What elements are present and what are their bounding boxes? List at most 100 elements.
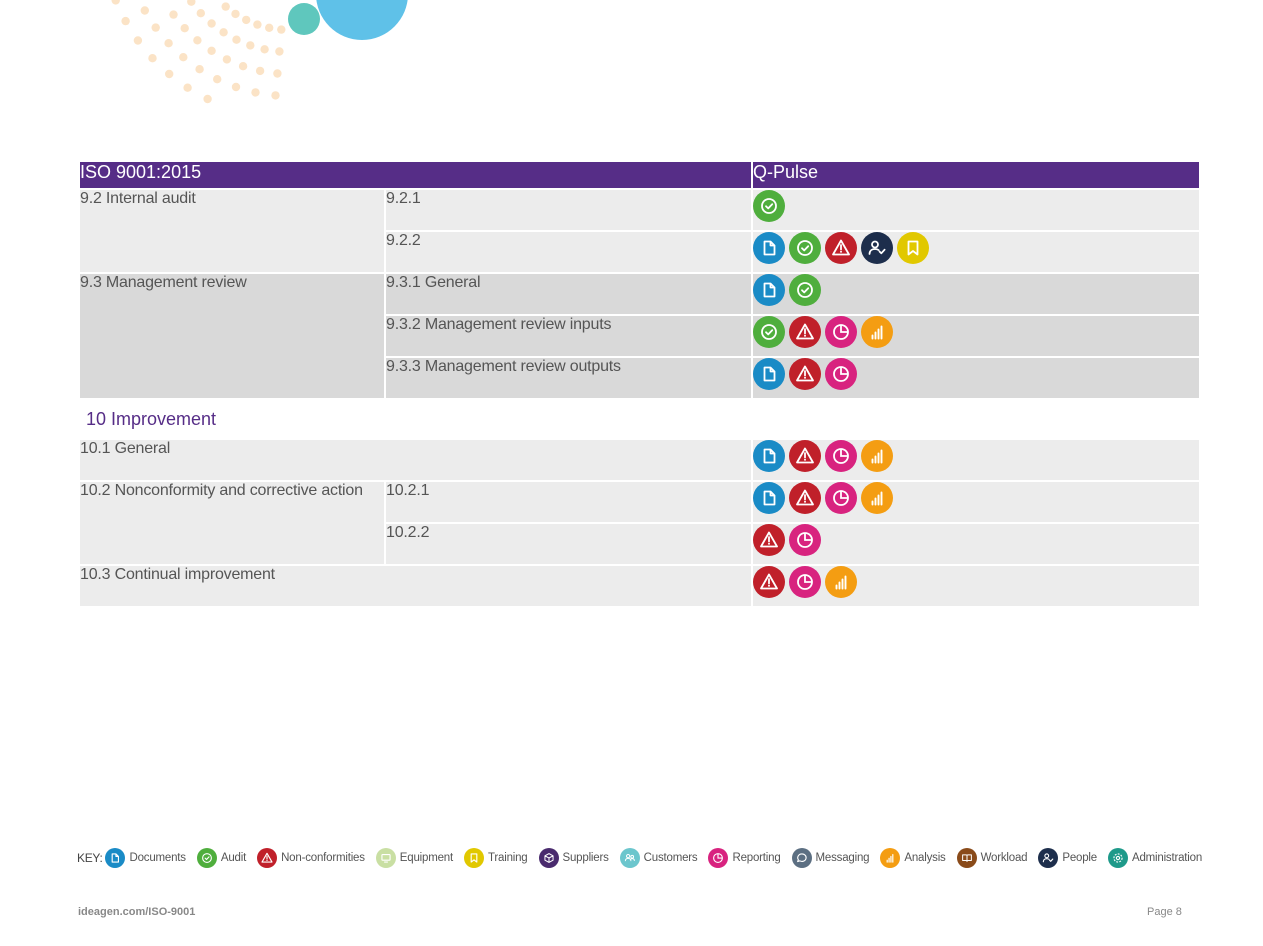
- key-item-label: Administration: [1131, 852, 1203, 864]
- subclause-cell: 9.3.2 Management review inputs: [383, 314, 754, 358]
- nonconformities-icon: [789, 440, 822, 472]
- audit-icon: [196, 848, 217, 868]
- documents-icon: [105, 848, 126, 868]
- key-item-equipment: Equipment: [375, 848, 453, 868]
- nonconformities-icon: [789, 358, 822, 390]
- table-row: 10.2.2: [79, 522, 1202, 566]
- module-icons: [751, 230, 1202, 274]
- icon-key-legend: KEY: Documents Audit Non-conformities Equip…: [77, 848, 1202, 868]
- table-row: 10.3 Continual improvement: [77, 564, 1202, 608]
- key-item-training: Training: [463, 848, 528, 868]
- nonconformities-icon: [753, 524, 786, 556]
- key-item-audit: Audit: [196, 848, 247, 868]
- people-icon: [1038, 848, 1059, 868]
- reporting-icon: [825, 358, 858, 390]
- module-icons: [751, 522, 1202, 566]
- key-item-messaging: Messaging: [791, 848, 870, 868]
- documents-icon: [753, 482, 786, 514]
- key-item-label: Training: [487, 852, 528, 864]
- suppliers-icon: [538, 848, 559, 868]
- key-label: KEY:: [77, 851, 103, 865]
- equipment-icon: [375, 848, 396, 868]
- nonconformities-icon: [257, 848, 278, 868]
- subclause-cell: 9.2.1: [383, 188, 754, 232]
- audit-icon: [753, 316, 786, 348]
- training-icon: [463, 848, 484, 868]
- key-item-nonconformities: Non-conformities: [257, 848, 365, 868]
- module-icons: [751, 188, 1202, 232]
- clause-cell: 10.3 Continual improvement: [77, 564, 754, 608]
- key-item-label: Documents: [129, 852, 186, 864]
- key-item-suppliers: Suppliers: [538, 848, 609, 868]
- module-icons: [751, 356, 1202, 400]
- table-row: 10.2 Nonconformity and corrective action…: [78, 480, 1202, 566]
- audit-icon: [789, 274, 822, 306]
- analysis-icon: [861, 440, 894, 472]
- reporting-icon: [825, 440, 858, 472]
- table-row: 9.2.2: [79, 230, 1202, 274]
- clause-cell: 9.2 Internal audit: [78, 188, 386, 274]
- documents-icon: [753, 358, 786, 390]
- table-row: 9.3 Management review 9.3.1 General: [78, 272, 1202, 400]
- reporting-icon: [789, 524, 822, 556]
- key-item-analysis: Analysis: [880, 848, 946, 868]
- key-item-label: Audit: [220, 852, 247, 864]
- documents-icon: [753, 274, 786, 306]
- people-icon: [861, 232, 894, 264]
- footer-url[interactable]: ideagen.com/ISO-9001: [78, 906, 196, 918]
- documents-icon: [753, 232, 786, 264]
- page-number: Page 8: [1147, 906, 1182, 918]
- table-row: 10.1 General: [77, 438, 1202, 482]
- documents-icon: [753, 440, 786, 472]
- reporting-icon: [825, 316, 858, 348]
- module-icons: [751, 480, 1202, 524]
- administration-icon: [1107, 848, 1128, 868]
- analysis-icon: [825, 566, 858, 598]
- key-item-reporting: Reporting: [708, 848, 781, 868]
- customers-icon: [619, 848, 640, 868]
- nonconformities-icon: [789, 316, 822, 348]
- key-item-label: Customers: [643, 852, 698, 864]
- key-item-documents: Documents: [105, 848, 186, 868]
- reporting-icon: [789, 566, 822, 598]
- key-item-people: People: [1038, 848, 1097, 868]
- nonconformities-icon: [825, 232, 858, 264]
- key-item-label: Suppliers: [562, 852, 609, 864]
- decorative-dots-graphic: [111, 0, 408, 104]
- analysis-icon: [880, 848, 901, 868]
- nonconformities-icon: [789, 482, 822, 514]
- key-item-label: People: [1062, 852, 1097, 864]
- key-item-workload: Workload: [956, 848, 1028, 868]
- subclause-cell: 10.2.2: [383, 522, 754, 566]
- key-item-label: Equipment: [399, 852, 453, 864]
- subclause-cell: 9.3.3 Management review outputs: [383, 356, 754, 400]
- key-item-customers: Customers: [619, 848, 698, 868]
- section-title: 10 Improvement: [77, 398, 1202, 440]
- workload-icon: [956, 848, 977, 868]
- messaging-icon: [791, 848, 812, 868]
- clause-cell: 10.2 Nonconformity and corrective action: [78, 480, 386, 566]
- key-item-label: Workload: [980, 852, 1028, 864]
- header-iso: ISO 9001:2015: [77, 160, 754, 190]
- reporting-icon: [708, 848, 729, 868]
- training-icon: [897, 232, 930, 264]
- nonconformities-icon: [753, 566, 786, 598]
- section-row: 10 Improvement: [77, 398, 1202, 440]
- key-item-label: Non-conformities: [281, 852, 365, 864]
- reporting-icon: [825, 482, 858, 514]
- clause-cell: 10.1 General: [77, 438, 754, 482]
- key-item-administration: Administration: [1107, 848, 1203, 868]
- table-row: 9.3.2 Management review inputs: [79, 314, 1202, 358]
- iso-mapping-table: ISO 9001:2015 Q-Pulse 9.2 Internal audit…: [77, 160, 1202, 608]
- module-icons: [751, 272, 1202, 316]
- analysis-icon: [861, 482, 894, 514]
- analysis-icon: [861, 316, 894, 348]
- header-qpulse: Q-Pulse: [751, 160, 1202, 190]
- audit-icon: [789, 232, 822, 264]
- table-row: 9.3.3 Management review outputs: [79, 356, 1202, 400]
- table-row: 9.2 Internal audit 9.2.1: [78, 188, 1202, 274]
- clause-cell: 9.3 Management review: [78, 272, 386, 400]
- key-item-label: Reporting: [732, 852, 781, 864]
- module-icons: [751, 438, 1202, 482]
- module-icons: [751, 314, 1202, 358]
